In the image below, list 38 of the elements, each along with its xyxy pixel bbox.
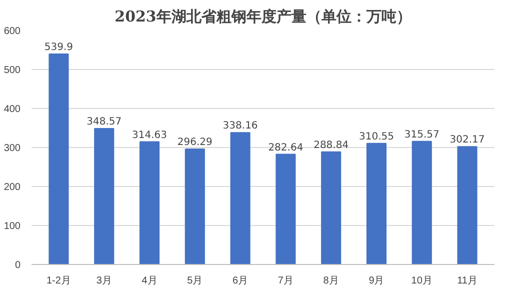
bar [321, 151, 342, 264]
x-tick-label: 9月 [368, 276, 384, 286]
bar [230, 132, 250, 264]
y-tick-label: 500 [4, 65, 21, 76]
bar [94, 128, 114, 264]
data-label: 296.29 [177, 136, 212, 148]
data-label: 310.55 [358, 131, 394, 142]
x-tick-label: 7月 [278, 276, 294, 286]
x-tick-label: 10月 [411, 276, 432, 286]
y-tick-label: 200 [4, 182, 21, 193]
bar [457, 146, 478, 264]
data-label: 288.84 [314, 140, 349, 151]
data-label: 314.63 [132, 130, 168, 141]
x-tick-label: 3月 [96, 276, 112, 286]
x-tick-label: 8月 [323, 276, 339, 286]
y-tick-label: 0 [14, 260, 21, 271]
y-tick-label: 100 [4, 221, 21, 232]
data-label: 282.64 [268, 142, 304, 154]
bar [48, 53, 69, 264]
y-tick-label: 400 [4, 104, 21, 115]
y-tick-label: 300 [4, 143, 21, 154]
x-tick-label: 1-2月 [46, 276, 71, 286]
chart-title: 2023年湖北省粗钢年度产量（单位：万吨） [114, 8, 412, 26]
x-tick-label: 5月 [187, 276, 203, 286]
x-tick-label: 4月 [142, 276, 158, 286]
bar [139, 141, 160, 264]
bar [412, 140, 432, 264]
data-label: 315.57 [404, 129, 440, 140]
data-label: 302.17 [450, 134, 485, 146]
data-label: 348.57 [86, 116, 122, 128]
bar [184, 148, 205, 264]
y-tick-label: 600 [4, 26, 21, 37]
bar [366, 142, 387, 264]
x-tick-label: 6月 [232, 276, 248, 286]
x-tick-label: 11月 [457, 276, 478, 286]
data-label: 338.16 [222, 120, 258, 132]
data-label: 539.9 [44, 42, 74, 53]
bar [276, 154, 296, 264]
